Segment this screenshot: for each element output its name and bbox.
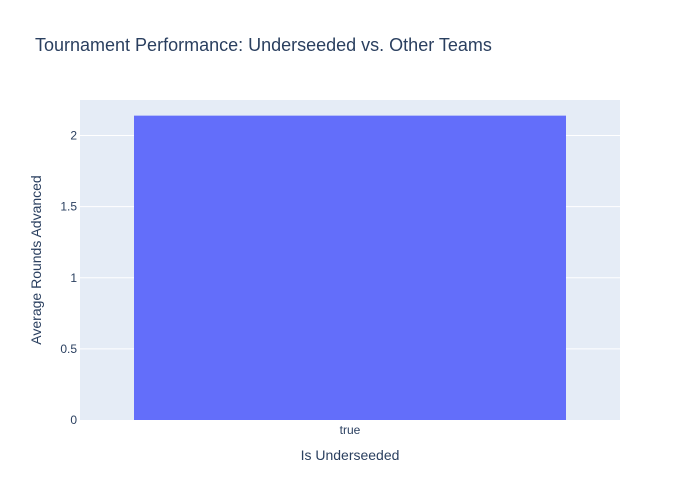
y-tick-label: 2 — [70, 129, 77, 143]
y-tick-label: 0.5 — [60, 342, 77, 356]
y-tick-label: 0 — [70, 413, 77, 427]
y-tick-label: 1.5 — [60, 200, 77, 214]
y-axis-ticks: 0 0.5 1 1.5 2 — [60, 129, 77, 427]
x-axis-title: Is Underseeded — [301, 447, 400, 463]
x-tick-label: true — [340, 423, 361, 437]
bars — [134, 115, 566, 421]
chart-title: Tournament Performance: Underseeded vs. … — [35, 35, 492, 55]
y-tick-label: 1 — [70, 271, 77, 285]
y-axis-title: Average Rounds Advanced — [28, 175, 44, 344]
x-axis-ticks: true — [340, 423, 361, 437]
bar[interactable] — [134, 115, 566, 421]
